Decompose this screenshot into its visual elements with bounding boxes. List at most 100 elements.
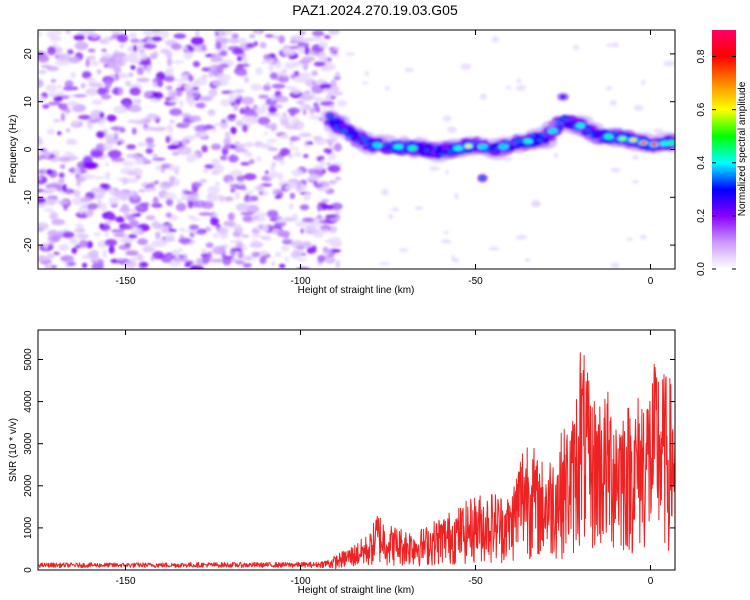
noise-blob: [71, 247, 78, 254]
trace-blob: [368, 147, 373, 150]
noise-blob: [479, 93, 487, 101]
noise-blob: [327, 164, 341, 173]
y-tick-label: 4000: [23, 390, 34, 413]
noise-blob: [270, 94, 276, 101]
trace-blob: [452, 142, 458, 147]
noise-blob: [201, 145, 208, 153]
snr-frame: [37, 329, 676, 571]
noise-blob: [225, 133, 231, 141]
noise-blob: [266, 112, 281, 117]
noise-blob: [259, 143, 273, 149]
trace-blob: [537, 138, 542, 142]
noise-blob: [235, 203, 250, 212]
noise-blob: [38, 255, 50, 263]
noise-blob: [212, 80, 222, 86]
noise-blob: [115, 216, 125, 223]
noise-blob: [632, 154, 639, 160]
noise-blob: [126, 178, 139, 184]
noise-blob: [327, 89, 334, 95]
noise-blob: [234, 94, 241, 99]
noise-blob: [334, 210, 342, 215]
noise-blob: [63, 151, 73, 156]
noise-blob: [104, 171, 111, 180]
noise-blob: [167, 223, 173, 228]
noise-blob: [319, 66, 333, 72]
noise-blob: [233, 230, 241, 237]
noise-blob: [102, 249, 107, 259]
noise-blob: [243, 57, 248, 66]
noise-blob: [104, 220, 113, 224]
noise-blob: [139, 52, 148, 60]
noise-blob: [255, 67, 263, 75]
noise-blob: [256, 184, 264, 193]
noise-blob: [292, 151, 302, 157]
noise-blob: [289, 192, 296, 198]
noise-blob: [99, 56, 113, 64]
noise-blob: [297, 42, 310, 47]
trace-blob: [666, 136, 674, 141]
noise-blob: [266, 138, 278, 143]
noise-blob: [57, 131, 62, 136]
noise-blob: [136, 77, 150, 83]
noise-blob: [137, 141, 147, 147]
noise-blob: [198, 230, 205, 235]
noise-blob: [234, 140, 240, 147]
noise-blob: [333, 91, 344, 96]
noise-blob: [73, 189, 81, 198]
trace-blob: [364, 137, 369, 141]
x-tick-label: -100: [290, 576, 310, 587]
noise-blob: [272, 35, 280, 40]
noise-blob: [299, 103, 305, 112]
noise-blob: [237, 181, 246, 186]
noise-blob: [299, 204, 310, 211]
noise-blob: [87, 89, 96, 97]
noise-blob: [167, 165, 181, 171]
trace-blob: [591, 131, 598, 136]
noise-blob: [87, 250, 99, 259]
noise-blob: [134, 156, 144, 165]
noise-blob: [129, 219, 140, 228]
noise-blob: [244, 115, 259, 124]
noise-blob: [171, 151, 180, 156]
noise-blob: [195, 30, 200, 37]
noise-blob: [57, 200, 70, 205]
noise-blob: [323, 35, 331, 39]
noise-blob: [106, 138, 120, 145]
trace-blob: [453, 151, 460, 155]
trace-blob: [400, 150, 405, 154]
noise-blob: [67, 49, 74, 55]
noise-blob: [278, 115, 291, 121]
noise-blob: [152, 50, 159, 57]
noise-blob: [240, 161, 251, 166]
noise-blob: [285, 256, 289, 263]
noise-blob: [50, 79, 57, 83]
noise-blob: [138, 189, 146, 193]
noise-blob: [169, 108, 183, 116]
noise-blob: [219, 195, 225, 203]
noise-blob: [605, 43, 615, 47]
noise-blob: [388, 214, 394, 220]
noise-blob: [301, 62, 309, 70]
noise-blob: [38, 188, 45, 193]
noise-blob: [108, 134, 119, 138]
noise-blob: [220, 99, 231, 107]
noise-blob: [325, 214, 337, 219]
noise-blob: [404, 67, 415, 73]
noise-blob: [633, 104, 644, 111]
trace-blob: [506, 142, 513, 145]
noise-blob: [160, 254, 173, 263]
noise-blob: [244, 196, 250, 202]
noise-blob: [142, 246, 156, 253]
noise-blob: [131, 208, 136, 214]
noise-blob: [190, 217, 201, 222]
trace-blob: [480, 176, 485, 181]
noise-blob: [263, 132, 268, 136]
noise-blob: [230, 126, 237, 135]
noise-blob: [75, 223, 83, 228]
noise-blob: [277, 172, 284, 181]
noise-blob: [89, 113, 98, 121]
noise-blob: [276, 218, 288, 223]
noise-blob: [215, 41, 222, 50]
noise-blob: [181, 138, 187, 147]
noise-blob: [187, 199, 194, 209]
